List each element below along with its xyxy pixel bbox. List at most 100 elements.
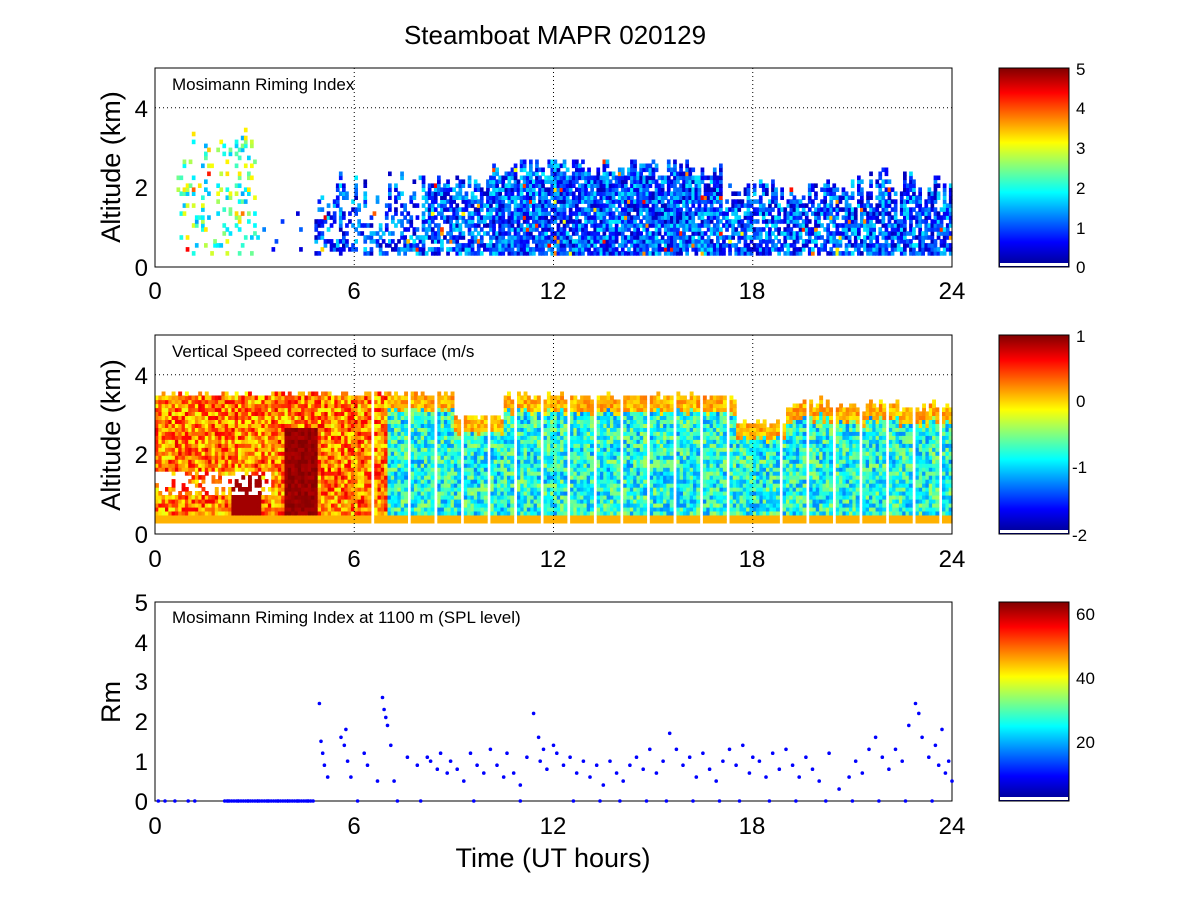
- riming-cell: [869, 219, 873, 224]
- riming-cell: [942, 251, 947, 256]
- riming-cell: [709, 203, 714, 208]
- riming-cell: [617, 211, 622, 216]
- vspeed-cell: [281, 443, 286, 448]
- vspeed-cell: [281, 455, 286, 460]
- vspeed-cell: [267, 431, 272, 436]
- riming-cell: [495, 215, 499, 220]
- vspeed-cell: [360, 439, 365, 444]
- riming-cell: [881, 179, 886, 184]
- vspeed-cell: [344, 514, 349, 520]
- vspeed-cell: [208, 451, 212, 456]
- vspeed-cell: [331, 415, 335, 420]
- riming-cell: [590, 183, 594, 188]
- riming-cell: [620, 211, 625, 216]
- vspeed-cell: [161, 514, 166, 520]
- riming-cell: [513, 239, 518, 244]
- vspeed-cell: [297, 395, 302, 401]
- vspeed-cell: [241, 399, 246, 405]
- riming-cell: [602, 239, 607, 244]
- vspeed-cell: [274, 487, 279, 492]
- riming-cell: [835, 187, 840, 192]
- vspeed-cell: [317, 427, 322, 432]
- riming-cell: [912, 235, 916, 240]
- vspeed-cell: [324, 427, 329, 432]
- riming-cell: [228, 207, 233, 212]
- vspeed-cell: [221, 510, 226, 516]
- vspeed-cell: [248, 435, 252, 440]
- vspeed-cell: [171, 431, 176, 436]
- riming-cell: [498, 207, 502, 212]
- riming-cell: [430, 183, 435, 188]
- vspeed-cell: [317, 518, 322, 524]
- riming-cell: [691, 215, 696, 220]
- riming-cell: [627, 203, 631, 208]
- riming-cell: [247, 187, 251, 192]
- riming-cell: [807, 207, 812, 212]
- riming-cell: [771, 207, 775, 212]
- riming-cell: [804, 239, 809, 244]
- vspeed-cell: [244, 435, 249, 440]
- riming-cell: [605, 223, 610, 228]
- riming-cell: [890, 231, 895, 236]
- vspeed-cell: [234, 431, 239, 436]
- riming-cell: [535, 171, 539, 177]
- vspeed-cell: [184, 455, 189, 460]
- vspeed-cell: [161, 419, 166, 424]
- riming-cell: [602, 175, 607, 181]
- vspeed-cell: [327, 435, 332, 440]
- vspeed-cell: [171, 510, 176, 516]
- riming-cell: [676, 191, 680, 196]
- riming-cell: [329, 215, 334, 220]
- riming-cell: [335, 203, 340, 208]
- vspeed-cell: [228, 423, 232, 428]
- riming-cell: [930, 219, 935, 224]
- riming-cell: [814, 223, 818, 228]
- riming-cell: [522, 207, 527, 212]
- vspeed-cell: [324, 483, 329, 488]
- riming-cell: [446, 207, 450, 212]
- vspeed-cell: [317, 495, 322, 500]
- vspeed-cell: [204, 506, 209, 512]
- riming-cell: [421, 243, 426, 248]
- riming-cell: [326, 227, 331, 232]
- riming-cell: [660, 219, 665, 224]
- riming-cell: [179, 211, 184, 216]
- riming-cell: [489, 183, 493, 188]
- riming-cell: [433, 195, 438, 200]
- vspeed-cell: [251, 399, 256, 405]
- vspeed-cell: [181, 407, 186, 412]
- riming-cell: [636, 223, 640, 228]
- vspeed-cell: [321, 467, 325, 472]
- riming-cell: [562, 195, 567, 200]
- riming-cell: [869, 211, 873, 216]
- riming-cell: [829, 219, 834, 224]
- riming-cell: [749, 199, 754, 204]
- vspeed-cell: [327, 479, 332, 484]
- riming-cell: [495, 247, 499, 252]
- riming-cell: [421, 223, 426, 228]
- vspeed-cell: [350, 415, 355, 420]
- vspeed-cell: [194, 479, 199, 484]
- riming-cell: [706, 251, 711, 256]
- riming-cell: [792, 215, 797, 220]
- riming-cell: [446, 247, 450, 252]
- riming-cell: [240, 199, 245, 204]
- riming-cell: [758, 251, 763, 256]
- riming-cell: [388, 231, 392, 236]
- riming-cell: [204, 143, 208, 149]
- riming-cell: [535, 207, 539, 212]
- riming-cell: [590, 203, 594, 208]
- riming-cell: [639, 191, 643, 196]
- riming-cell: [660, 179, 665, 184]
- vspeed-cell: [304, 435, 309, 440]
- riming-cell: [617, 183, 622, 188]
- riming-cell: [826, 227, 830, 232]
- vspeed-cell: [364, 499, 369, 504]
- riming-cell: [933, 199, 938, 204]
- riming-cell: [556, 243, 561, 248]
- vspeed-cell: [171, 514, 176, 520]
- riming-cell: [587, 183, 591, 188]
- vspeed-cell: [360, 419, 365, 424]
- vspeed-cell: [337, 499, 342, 504]
- vspeed-cell: [287, 463, 292, 468]
